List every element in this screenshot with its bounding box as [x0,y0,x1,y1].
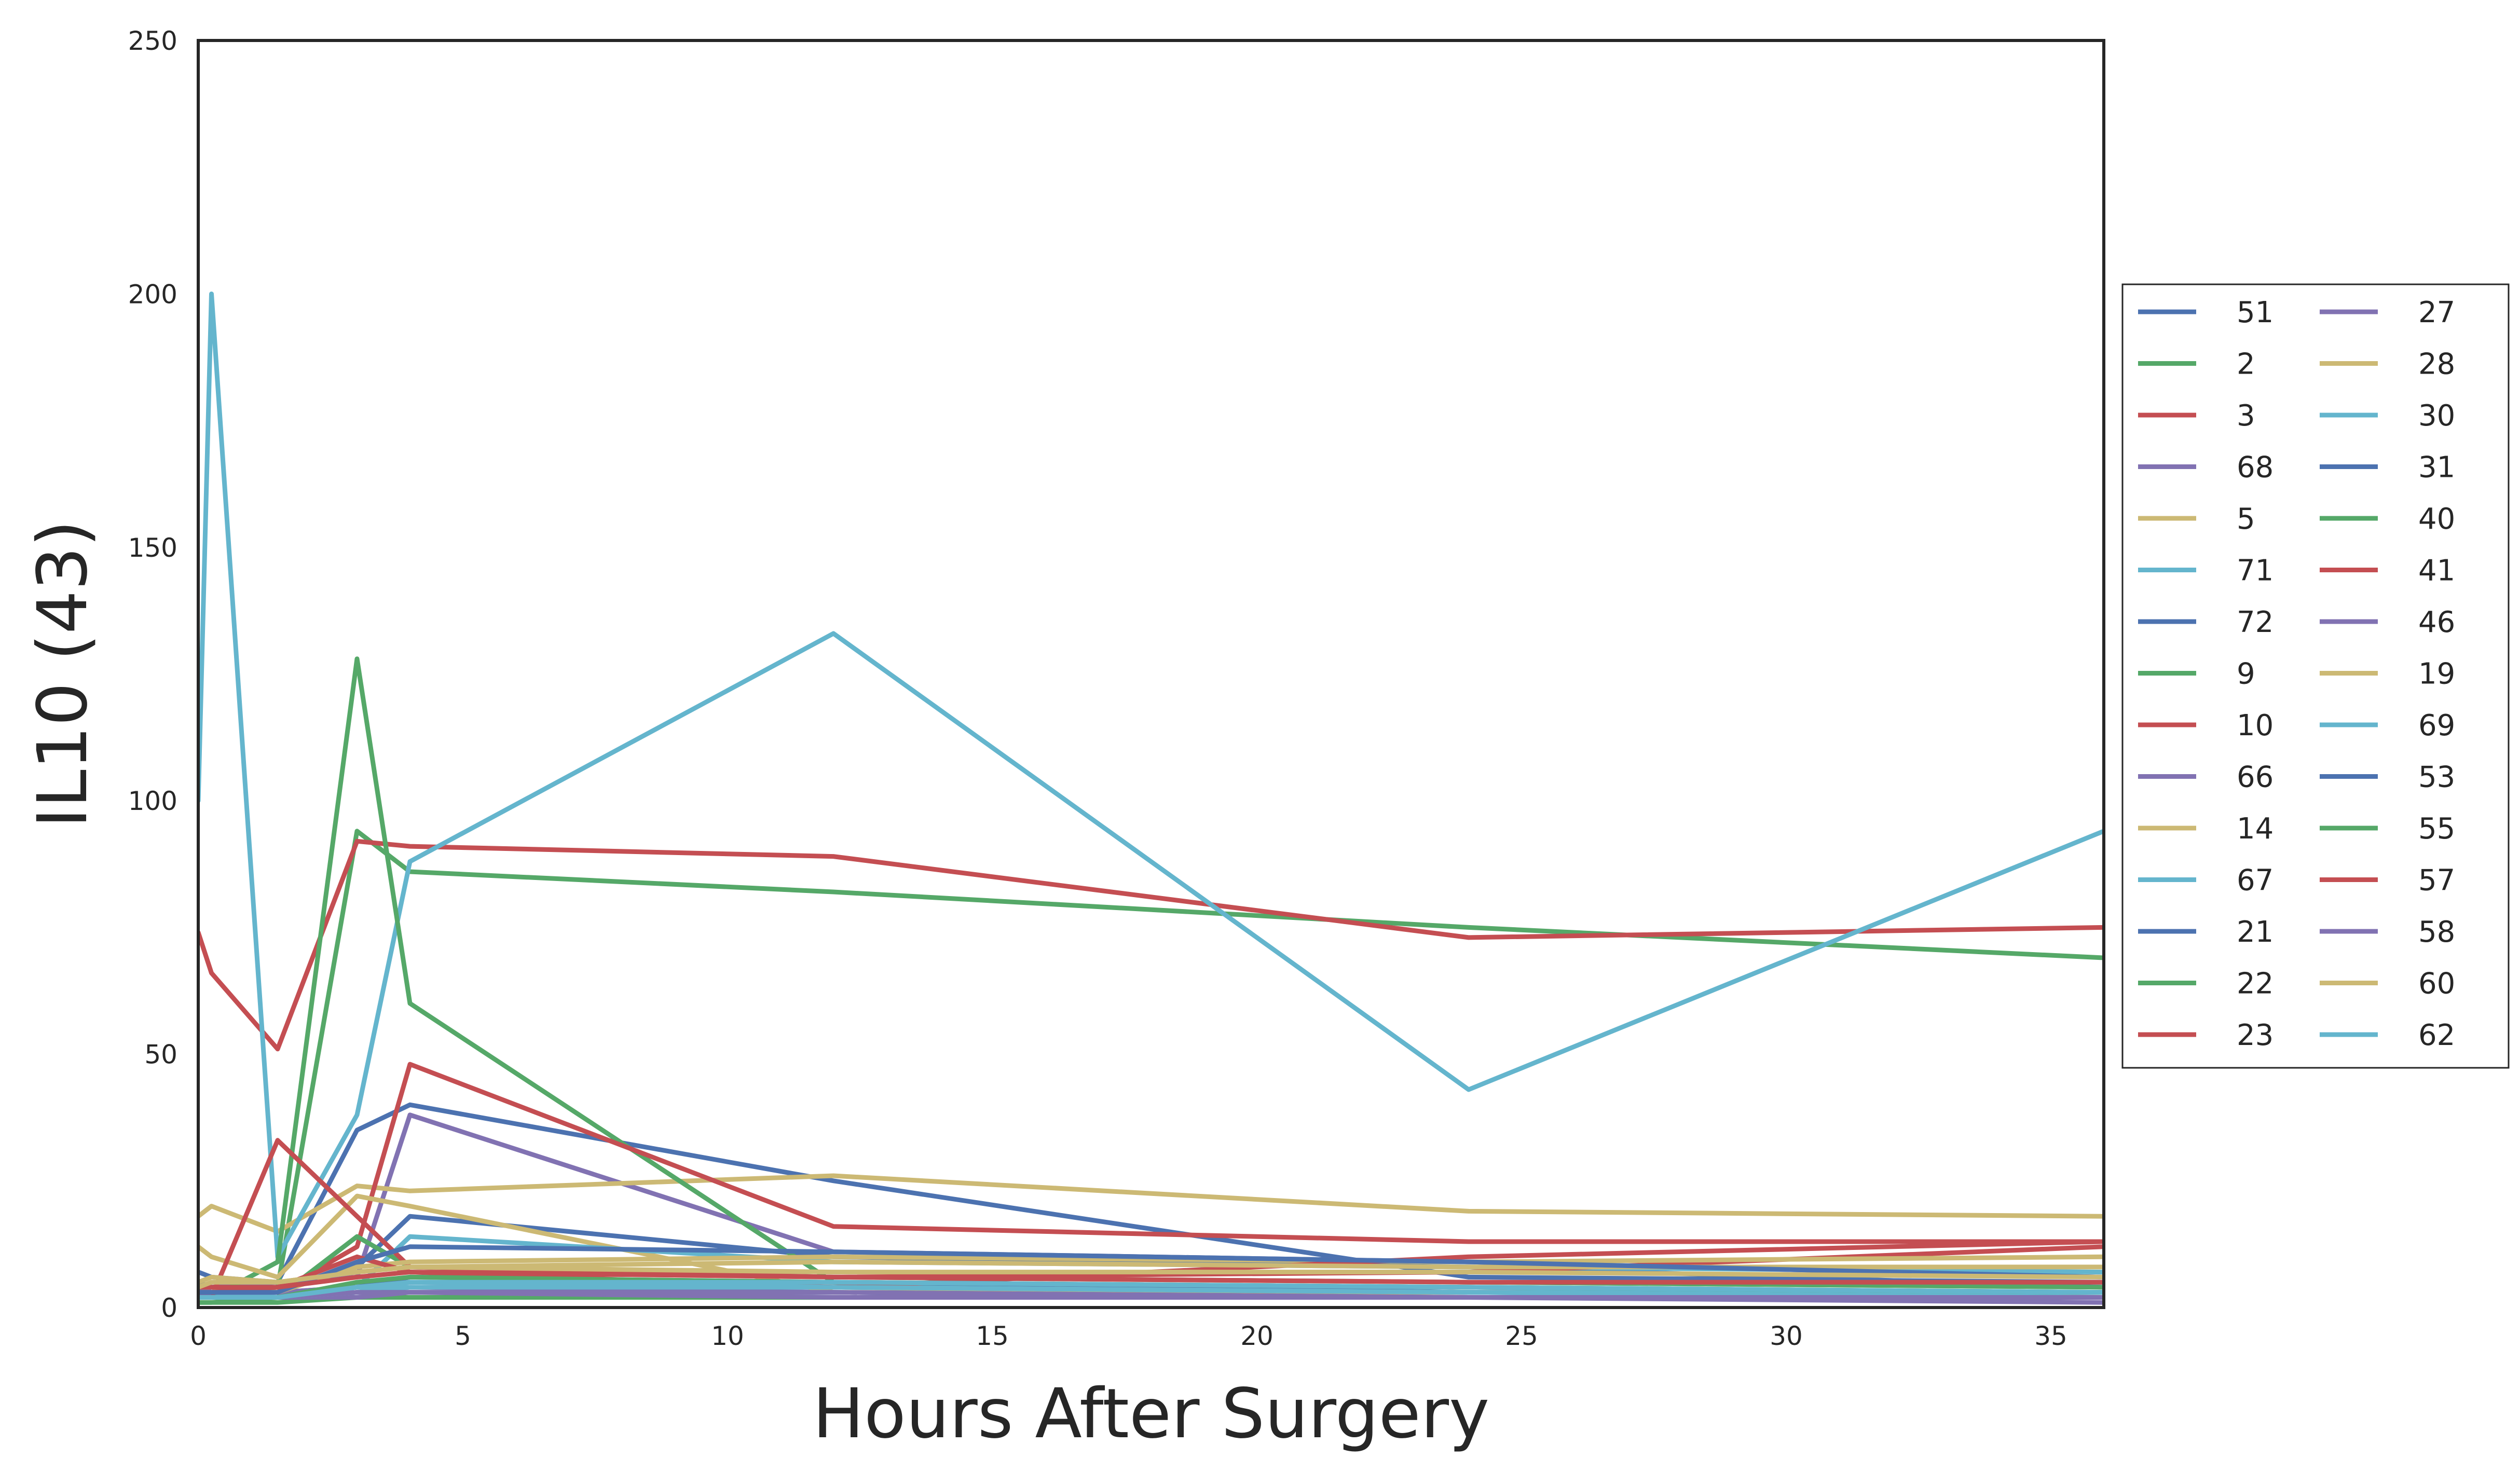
legend-label-66: 66 [2237,761,2274,794]
legend-label-51: 51 [2237,296,2274,329]
legend-label-46: 46 [2418,606,2455,639]
legend-label-5: 5 [2237,502,2255,536]
legend-label-40: 40 [2418,502,2455,536]
legend-label-23: 23 [2237,1019,2274,1052]
legend-label-71: 71 [2237,554,2274,588]
x-tick-label: 35 [2034,1321,2067,1351]
y-tick-label: 200 [128,279,177,309]
x-tick-label: 15 [976,1321,1009,1351]
legend-label-57: 57 [2418,864,2455,898]
legend-label-28: 28 [2418,348,2455,381]
x-axis-ticks: 0 5 10 15 20 25 30 35 [190,1321,2067,1351]
x-tick-label: 5 [455,1321,471,1351]
legend-label-69: 69 [2418,709,2455,742]
legend-label-55: 55 [2418,812,2455,846]
y-tick-label: 50 [144,1040,177,1070]
x-tick-label: 25 [1505,1321,1538,1351]
y-tick-label: 100 [128,786,177,816]
x-tick-label: 0 [190,1321,207,1351]
x-tick-label: 30 [1770,1321,1803,1351]
legend-label-14: 14 [2237,812,2274,846]
series-line-57 [198,1270,2104,1290]
legend-label-9: 9 [2237,657,2255,691]
legend-label-53: 53 [2418,761,2455,794]
legend-label-41: 41 [2418,554,2455,588]
legend-label-60: 60 [2418,967,2455,1001]
legend: 5123685717291066146721222327283031404146… [2121,283,2510,1069]
legend-label-3: 3 [2237,399,2255,433]
y-axis-title: IL10 (43) [23,520,103,828]
x-axis-title: Hours After Surgery [813,1374,1489,1454]
legend-label-30: 30 [2418,399,2455,433]
legend-label-31: 31 [2418,451,2455,485]
legend-label-2: 2 [2237,348,2255,381]
legend-label-62: 62 [2418,1019,2455,1052]
y-tick-label: 0 [161,1293,177,1323]
legend-label-22: 22 [2237,967,2274,1001]
legend-label-21: 21 [2237,915,2274,949]
legend-label-58: 58 [2418,915,2455,949]
x-tick-label: 10 [711,1321,744,1351]
series-line-5 [198,1173,2104,1234]
series-line-71 [198,291,2104,1259]
series-line-62 [198,1280,2104,1300]
legend-label-19: 19 [2418,657,2455,691]
plot-frame [197,39,2105,1309]
series-line-53 [198,1244,2104,1295]
legend-label-10: 10 [2237,709,2274,742]
plot-background [198,40,2104,1308]
legend-label-72: 72 [2237,606,2274,639]
y-tick-label: 150 [128,533,177,563]
legend-label-68: 68 [2237,451,2274,485]
y-axis-ticks: 0 50 100 150 200 250 [128,26,177,1323]
series-layer [198,291,2104,1305]
y-tick-label: 250 [128,26,177,56]
x-tick-label: 20 [1240,1321,1273,1351]
legend-label-27: 27 [2418,296,2455,329]
series-line-60 [198,1264,2104,1290]
legend-label-67: 67 [2237,864,2274,898]
